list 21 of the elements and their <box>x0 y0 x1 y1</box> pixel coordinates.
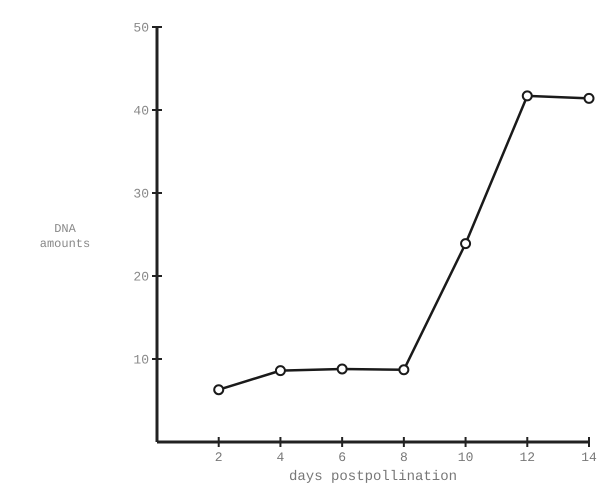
x-tick-label: 14 <box>581 450 597 465</box>
point <box>336 363 348 374</box>
y-tick-label: 20 <box>133 270 149 285</box>
x-tick-label: 8 <box>400 450 408 465</box>
x-tick-label: 6 <box>338 450 346 465</box>
y-axis-title: DNA amounts <box>40 222 90 251</box>
x-tick-label: 10 <box>458 450 474 465</box>
point <box>460 238 472 250</box>
x-tick-label: 12 <box>519 450 536 465</box>
point <box>213 384 224 396</box>
y-tick-label: 40 <box>133 104 149 119</box>
y-tick-label: 50 <box>133 20 149 36</box>
point <box>274 365 286 376</box>
y-tick-label: 30 <box>133 186 149 202</box>
y-tick-label: 10 <box>133 352 149 368</box>
x-tick-label: 4 <box>276 450 285 465</box>
x-tick-label: 2 <box>214 450 223 465</box>
point <box>522 90 533 102</box>
point <box>398 364 410 376</box>
x-axis-title: days postpollination <box>288 469 458 485</box>
point <box>584 92 594 104</box>
